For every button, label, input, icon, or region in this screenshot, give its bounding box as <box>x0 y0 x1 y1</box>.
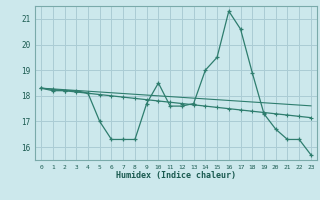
X-axis label: Humidex (Indice chaleur): Humidex (Indice chaleur) <box>116 171 236 180</box>
